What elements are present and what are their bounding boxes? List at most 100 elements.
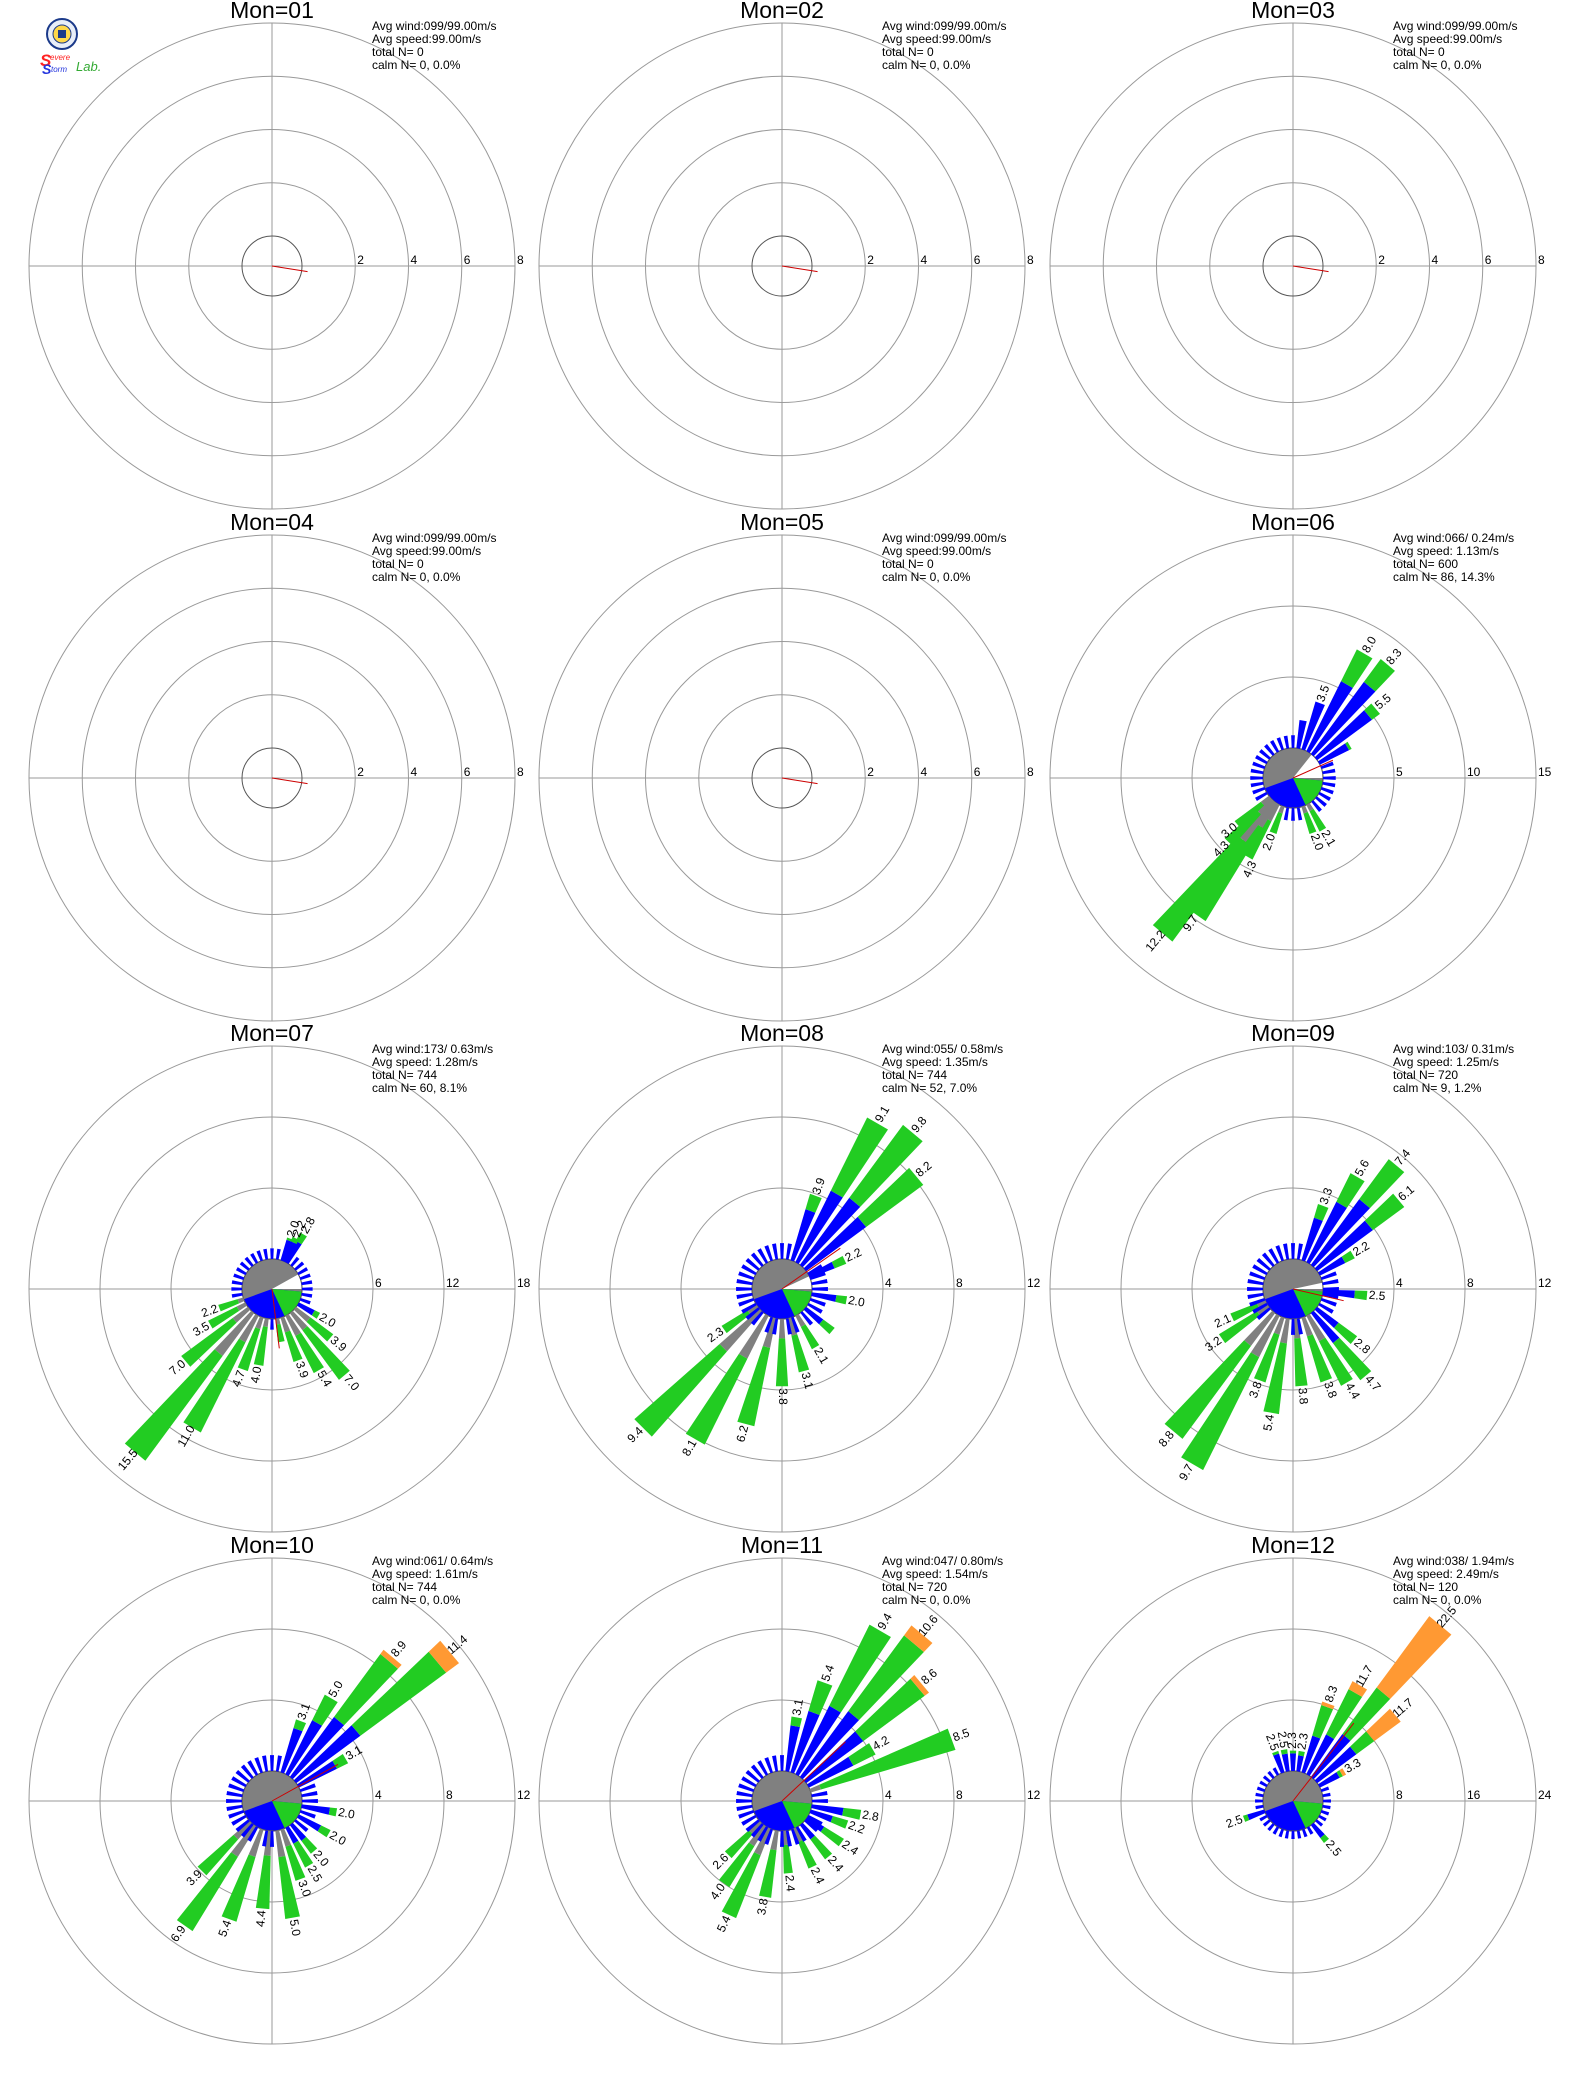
range-ring bbox=[591, 75, 973, 457]
minor-bar bbox=[1320, 1810, 1330, 1816]
mean-wind-vector bbox=[271, 1288, 280, 1349]
minor-bar bbox=[785, 1243, 792, 1260]
bar-segment bbox=[748, 1824, 767, 1847]
polar-grid: 2 4 6 8 bbox=[28, 534, 524, 1022]
bar-segment bbox=[208, 1306, 240, 1329]
bar-segment bbox=[1301, 1217, 1323, 1262]
minor-bar bbox=[250, 1252, 259, 1264]
range-ring bbox=[81, 587, 463, 969]
bar-segment bbox=[278, 1856, 300, 1920]
bar-segment bbox=[1317, 1256, 1346, 1276]
minor-bar bbox=[736, 1798, 753, 1804]
ring-tick-label: 12 bbox=[1538, 1276, 1552, 1290]
minor-bar bbox=[1322, 1792, 1331, 1798]
minor-bar bbox=[294, 1819, 309, 1833]
bar-segment bbox=[848, 1743, 876, 1766]
bar-value-label: 2.8 bbox=[861, 1807, 880, 1824]
ring-tick-label: 4 bbox=[411, 765, 418, 779]
bar-segment bbox=[1314, 1746, 1357, 1784]
range-ring bbox=[188, 182, 356, 350]
minor-bar bbox=[1320, 1271, 1337, 1280]
bar-segment bbox=[237, 1327, 261, 1372]
bar-segment bbox=[1309, 808, 1327, 832]
total-n-text: total N= 120 bbox=[1393, 1580, 1458, 1594]
ring-tick-label: 10 bbox=[1467, 765, 1481, 779]
minor-bar bbox=[750, 1823, 764, 1838]
avg-wind-text: Avg wind:103/ 0.31m/s bbox=[1393, 1042, 1514, 1056]
minor-bar bbox=[1255, 791, 1268, 801]
bar-segment bbox=[1244, 1310, 1276, 1347]
bar-segment bbox=[285, 1825, 299, 1844]
minor-bar bbox=[231, 1280, 243, 1286]
bar-segment bbox=[1290, 1753, 1296, 1772]
minor-bar bbox=[231, 1814, 247, 1826]
ring-tick-label: 8 bbox=[956, 1788, 963, 1802]
bar-value-label: 2.5 bbox=[1263, 1732, 1282, 1753]
ring-tick-label: 4 bbox=[411, 253, 418, 267]
bar-segment bbox=[1250, 1313, 1280, 1358]
minor-bars bbox=[736, 1243, 828, 1335]
avg-wind-text: Avg wind:066/ 0.24m/s bbox=[1393, 531, 1514, 545]
range-ring bbox=[135, 641, 409, 915]
minor-bars bbox=[1250, 735, 1336, 821]
ring-tick-label: 4 bbox=[375, 1788, 382, 1802]
bar-value-label: 2.1 bbox=[1212, 1311, 1233, 1331]
calm-n-text: calm N= 0, 0.0% bbox=[882, 58, 971, 72]
bar-value-label: 8.5 bbox=[951, 1725, 972, 1744]
calm-circle bbox=[751, 747, 813, 809]
minor-bar bbox=[240, 1823, 254, 1838]
bar-segment bbox=[1310, 1199, 1370, 1268]
ring-tick-label: 6 bbox=[974, 765, 981, 779]
bar-segment bbox=[790, 1209, 816, 1262]
bar-segment bbox=[289, 1822, 307, 1841]
bar-segment bbox=[747, 1304, 759, 1315]
bar-segment bbox=[820, 1826, 844, 1847]
bar-segment bbox=[296, 1302, 315, 1316]
hub-slice-calm bbox=[1293, 1282, 1323, 1289]
minor-bar bbox=[228, 1810, 245, 1819]
minor-bar bbox=[809, 1271, 826, 1280]
minor-bar bbox=[1322, 1804, 1331, 1810]
bar-segment bbox=[1317, 743, 1350, 765]
range-ring bbox=[28, 534, 516, 1022]
range-ring bbox=[1191, 676, 1395, 880]
minor-bar bbox=[1247, 1292, 1264, 1299]
direction-bars bbox=[1152, 649, 1395, 942]
range-ring bbox=[1120, 1628, 1466, 1974]
minor-bars bbox=[226, 1755, 318, 1847]
bar-segment bbox=[1332, 1337, 1372, 1381]
bar-segment bbox=[1303, 811, 1317, 835]
avg-speed-text: Avg speed: 1.25m/s bbox=[1393, 1055, 1499, 1069]
minor-bar bbox=[301, 1287, 313, 1291]
bar-segment bbox=[124, 1349, 223, 1461]
minor-bar bbox=[807, 1302, 823, 1314]
bar-value-label: 5.4 bbox=[714, 1913, 734, 1934]
bar-value-label: 11.7 bbox=[1353, 1663, 1377, 1690]
total-n-text: total N= 744 bbox=[372, 1580, 437, 1594]
bar-segment bbox=[1280, 1318, 1290, 1344]
bar-segment bbox=[811, 1804, 844, 1816]
range-ring bbox=[680, 1699, 884, 1903]
bar-segment bbox=[724, 1830, 753, 1859]
ring-tick-label: 2 bbox=[867, 765, 874, 779]
bar-value-label: 2.0 bbox=[327, 1828, 349, 1849]
hub-pie bbox=[751, 1258, 813, 1320]
minor-bar bbox=[1262, 1775, 1271, 1783]
bar-segment bbox=[721, 1852, 761, 1919]
bar-segment bbox=[1260, 795, 1272, 806]
avg-speed-text: Avg speed: 1.13m/s bbox=[1393, 544, 1499, 558]
ring-tick-label: 12 bbox=[446, 1276, 460, 1290]
bar-segment bbox=[1294, 1337, 1308, 1387]
minor-bar bbox=[779, 1755, 785, 1772]
bar-segment bbox=[790, 1710, 820, 1774]
minor-bar bbox=[745, 1769, 760, 1783]
bar-segment bbox=[795, 1705, 841, 1777]
avg-wind-text: Avg wind:061/ 0.64m/s bbox=[372, 1554, 493, 1568]
total-n-text: total N= 0 bbox=[882, 45, 934, 59]
bar-segment bbox=[1301, 1735, 1321, 1774]
bar-segment bbox=[762, 1317, 777, 1348]
bar-segment bbox=[334, 1653, 398, 1726]
minor-bar bbox=[1255, 1799, 1264, 1803]
